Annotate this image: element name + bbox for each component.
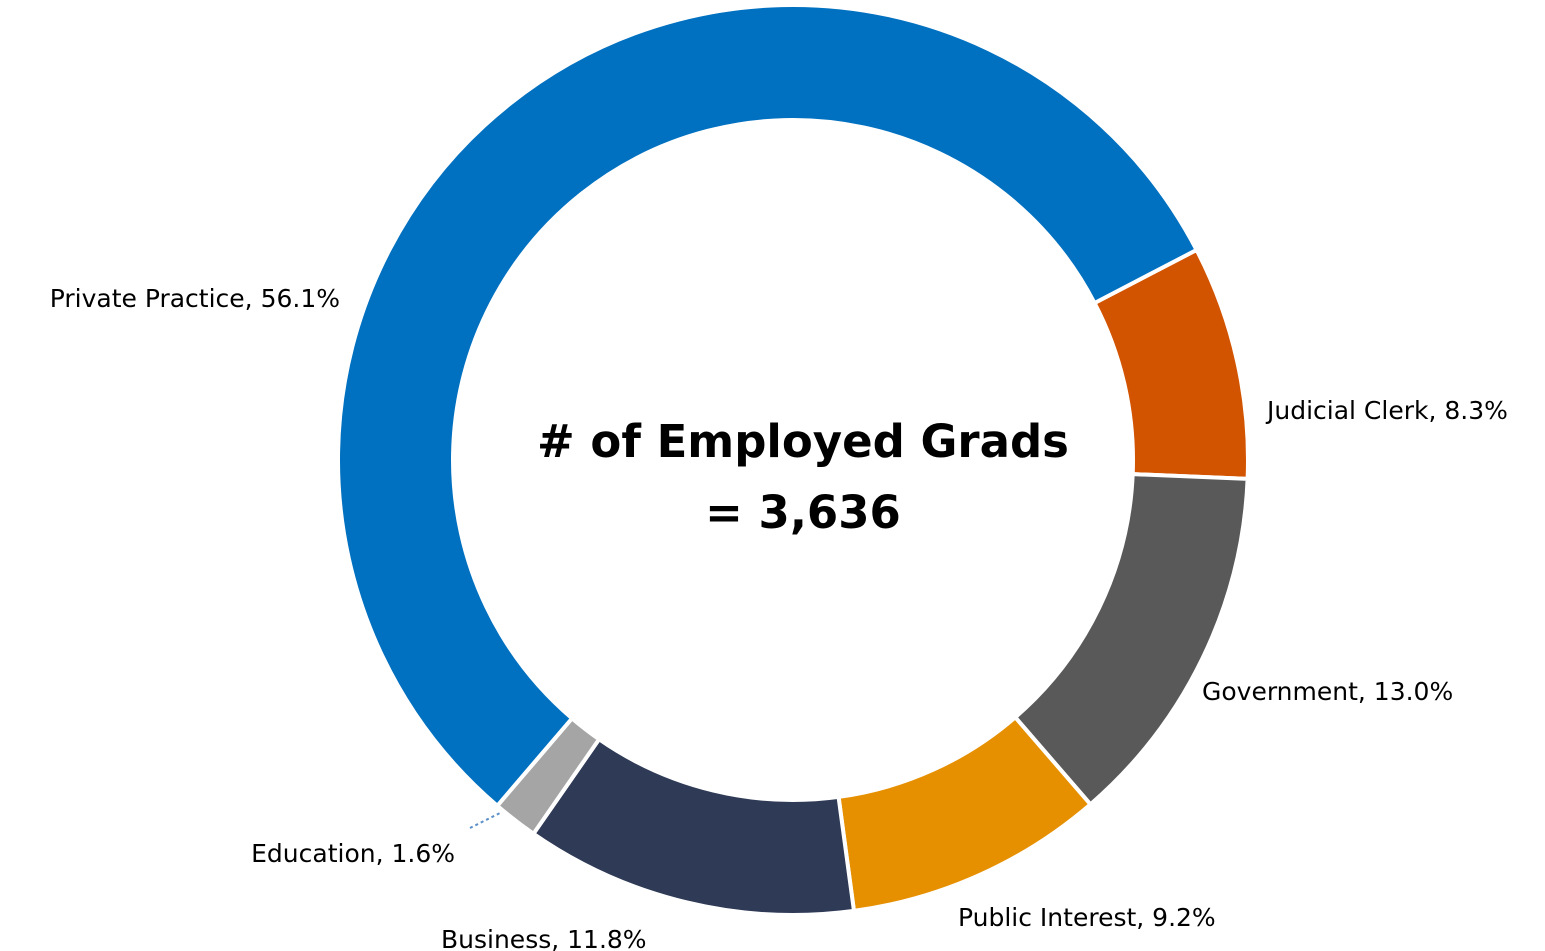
label-private-practice: Private Practice, 56.1%: [50, 284, 340, 313]
education-leader-line: [469, 812, 501, 829]
center-title: # of Employed Grads: [537, 415, 1069, 468]
label-judicial-clerk: Judicial Clerk, 8.3%: [1265, 396, 1508, 425]
label-education: Education, 1.6%: [251, 839, 455, 868]
slice-labels: Judicial Clerk, 8.3% Government, 13.0% Pub…: [50, 284, 1508, 951]
center-total: = 3,636: [705, 486, 901, 539]
slice-private-practice: [336, 3, 1199, 808]
label-public-interest: Public Interest, 9.2%: [958, 903, 1216, 932]
label-government: Government, 13.0%: [1202, 677, 1453, 706]
label-business: Business, 11.8%: [441, 925, 647, 951]
donut-slices: [336, 3, 1250, 917]
